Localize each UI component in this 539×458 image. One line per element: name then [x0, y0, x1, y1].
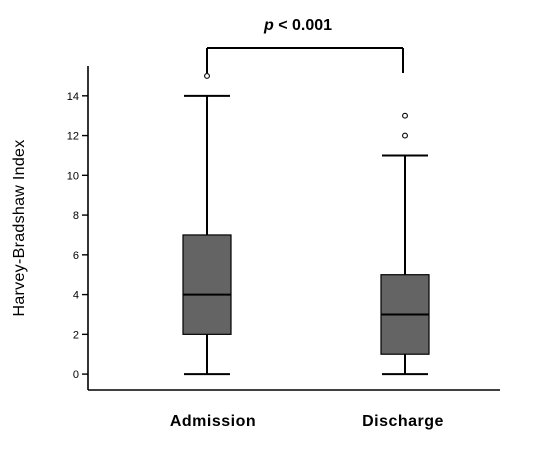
- y-tick-label: 10: [67, 170, 79, 182]
- outlier-point: [204, 72, 210, 79]
- x-tick-labels: Admission Discharge: [170, 413, 444, 430]
- y-tick-label: 2: [73, 329, 79, 341]
- outlier-point: [402, 132, 408, 139]
- outlier-point: [402, 112, 408, 119]
- y-tick-label: 4: [73, 290, 79, 302]
- boxes: [182, 72, 430, 376]
- p-value-annotation: p < 0.001: [263, 17, 332, 34]
- significance-bracket: [206, 47, 404, 73]
- x-tick-label: Admission: [170, 413, 256, 430]
- box-admission: [182, 72, 232, 376]
- x-tick-label: Discharge: [362, 413, 444, 430]
- y-tick-label: 8: [73, 210, 79, 222]
- p-value-text: < 0.001: [274, 17, 332, 34]
- y-tick-label: 12: [67, 131, 79, 143]
- y-tick-label: 6: [73, 250, 79, 262]
- y-tick-label: 14: [67, 91, 79, 103]
- iqr-box: [182, 234, 232, 335]
- y-axis-label: Harvey-Bradshaw Index: [11, 139, 28, 316]
- y-tick-label: 0: [73, 369, 79, 381]
- box-discharge: [380, 112, 430, 376]
- y-ticks: 0 2 4 6 8 10 12 14: [67, 91, 88, 381]
- p-symbol: p: [263, 17, 274, 34]
